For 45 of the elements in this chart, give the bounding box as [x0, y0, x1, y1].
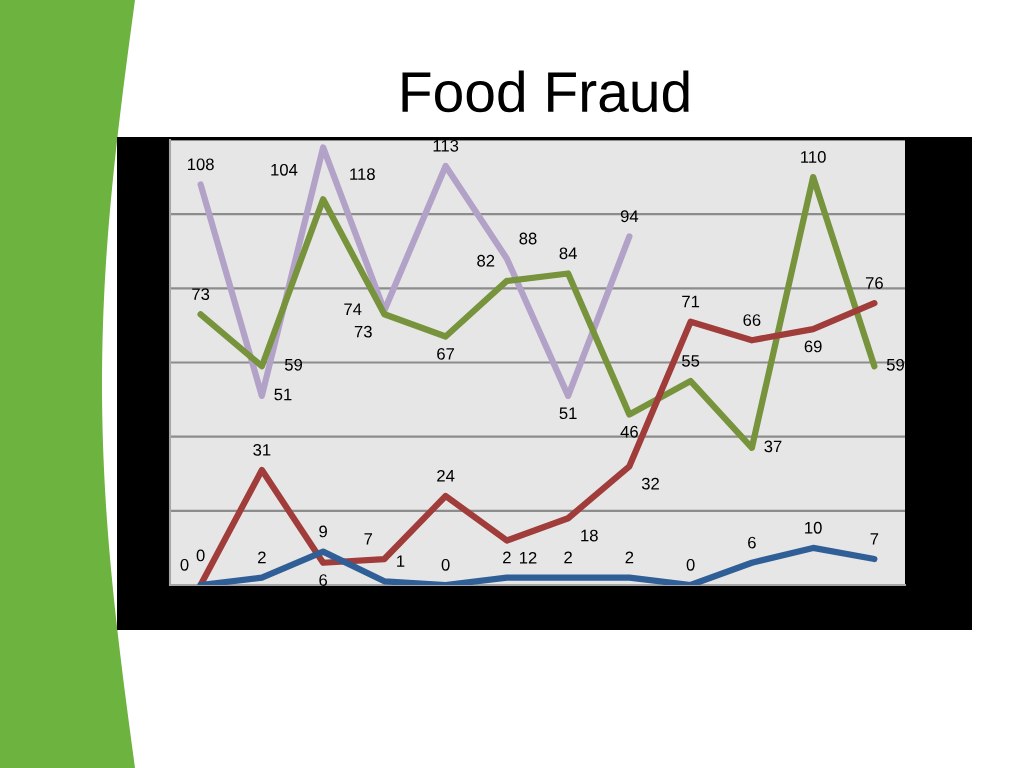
data-label: 71: [682, 295, 700, 308]
data-label: 73: [354, 325, 372, 338]
data-label: 76: [865, 277, 883, 289]
data-label: 94: [620, 210, 639, 223]
data-label: 74: [344, 303, 362, 315]
data-label: 24: [437, 469, 455, 482]
data-label: 108: [187, 158, 214, 171]
data-label: 69: [804, 340, 822, 353]
data-label: 0: [180, 558, 189, 571]
data-label: 7: [364, 533, 373, 545]
data-label: 118: [350, 168, 375, 181]
data-label: 67: [437, 347, 455, 360]
data-label: 6: [748, 536, 756, 549]
data-label: 37: [764, 440, 782, 453]
data-label: 2: [503, 551, 511, 564]
data-label: 6: [319, 574, 328, 586]
data-label: 104: [271, 163, 298, 176]
data-label: 2: [258, 551, 266, 564]
data-label: 84: [559, 247, 577, 260]
data-label: 0: [196, 549, 205, 562]
data-label: 51: [274, 388, 292, 401]
data-label: 110: [801, 151, 826, 163]
data-label: 10: [805, 521, 822, 534]
data-label: 73: [192, 288, 210, 301]
data-label: 0: [441, 558, 450, 571]
data-label: 9: [319, 525, 327, 538]
data-label: 0: [686, 558, 695, 571]
data-label: 55: [682, 355, 700, 367]
data-label: 59: [886, 358, 904, 371]
data-label: 7: [870, 533, 879, 545]
data-label: 12: [519, 551, 537, 564]
chart-title: Food Fraud: [402, 70, 689, 113]
data-label: 31: [253, 443, 271, 456]
data-label: 59: [284, 358, 303, 371]
data-label: 113: [433, 139, 459, 152]
data-label: 66: [743, 314, 761, 326]
data-label: 18: [581, 529, 598, 542]
data-label: 1: [397, 555, 405, 567]
data-label: 2: [564, 551, 572, 564]
data-label: 32: [641, 477, 659, 490]
data-label: 88: [519, 232, 537, 245]
data-label: 82: [477, 254, 495, 267]
data-label: 2: [625, 551, 634, 564]
data-label: 46: [620, 425, 638, 438]
data-label: 51: [559, 407, 577, 420]
